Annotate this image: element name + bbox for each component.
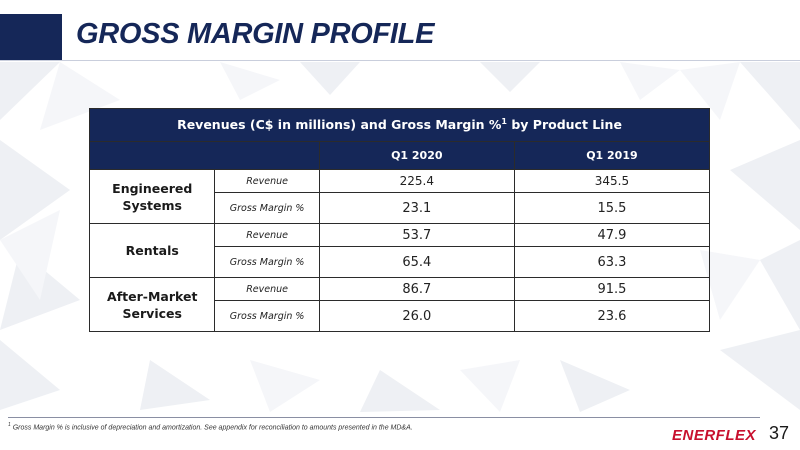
group-label-rentals: Rentals	[88, 223, 216, 278]
header-blank-cell	[89, 141, 320, 170]
value-cell: 47.9	[513, 223, 711, 247]
value-cell: 225.4	[318, 169, 515, 193]
value-cell: 65.4	[318, 246, 515, 278]
value-cell: 86.7	[318, 277, 515, 301]
page-number: 37	[769, 423, 790, 443]
footnote: 1 Gross Margin % is inclusive of depreci…	[8, 422, 413, 432]
metric-label: Gross Margin %	[214, 192, 320, 224]
enerflex-logo: ENERFLEX	[672, 427, 757, 444]
table-row: Rentals Revenue 53.7 47.9	[88, 223, 711, 278]
footer-divider	[8, 417, 760, 418]
table-row: Gross Margin % 65.4 63.3	[90, 246, 711, 278]
value-cell: 53.7	[318, 223, 515, 247]
column-header-q1-2020: Q1 2020	[318, 141, 515, 170]
table-caption: Revenues (C$ in millions) and Gross Marg…	[89, 108, 710, 142]
column-header-q1-2019: Q1 2019	[513, 141, 711, 170]
title-accent-bar	[0, 14, 62, 60]
metric-label: Revenue	[214, 169, 320, 193]
table-row: After-Market Services Revenue 86.7 91.5	[88, 277, 711, 332]
group-label-engineered-systems: Engineered Systems	[88, 169, 216, 224]
group-label-after-market-services: After-Market Services	[88, 277, 216, 332]
value-cell: 23.6	[513, 300, 711, 332]
metric-label: Revenue	[214, 277, 320, 301]
value-cell: 15.5	[513, 192, 711, 224]
value-cell: 63.3	[513, 246, 711, 278]
value-cell: 345.5	[513, 169, 711, 193]
gross-margin-table: Revenues (C$ in millions) and Gross Marg…	[88, 108, 711, 332]
table-row: Gross Margin % 23.1 15.5	[90, 192, 711, 224]
metric-label: Revenue	[214, 223, 320, 247]
title-divider	[0, 60, 800, 61]
metric-label: Gross Margin %	[214, 246, 320, 278]
slide-title: GROSS MARGIN PROFILE	[76, 18, 435, 50]
value-cell: 91.5	[513, 277, 711, 301]
value-cell: 23.1	[318, 192, 515, 224]
metric-label: Gross Margin %	[214, 300, 320, 332]
table-row: Engineered Systems Revenue 225.4 345.5	[88, 169, 711, 224]
value-cell: 26.0	[318, 300, 515, 332]
table-row: Gross Margin % 26.0 23.6	[90, 300, 711, 332]
